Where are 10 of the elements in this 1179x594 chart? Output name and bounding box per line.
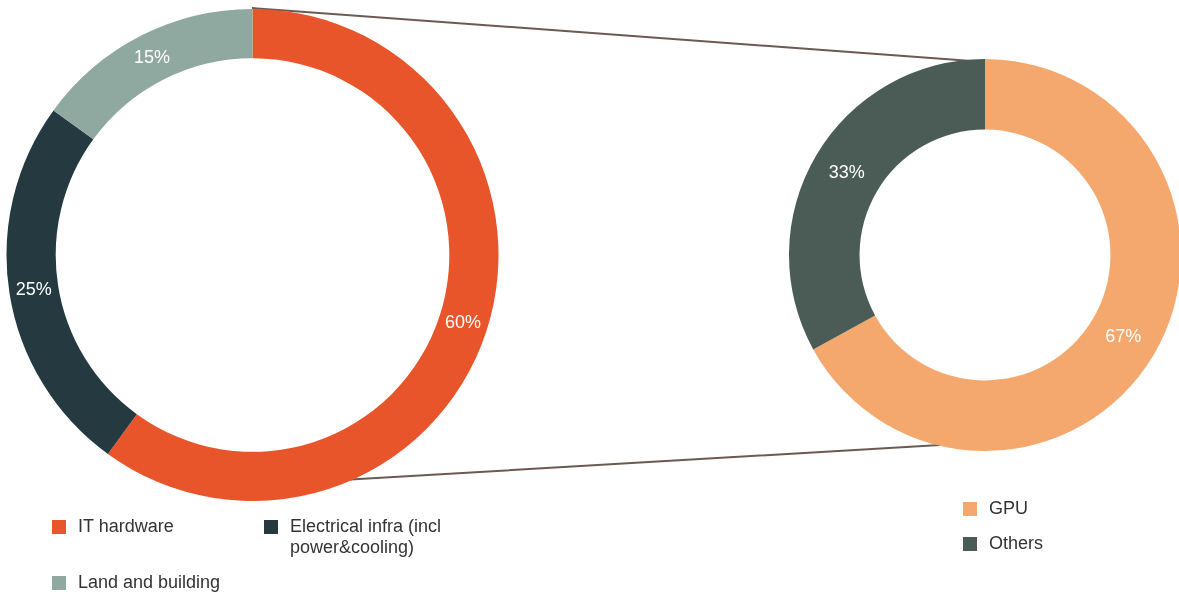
legend-label: Electrical infra (incl power&cooling)	[290, 516, 443, 558]
legend-label: IT hardware	[78, 516, 174, 537]
data-label: 60%	[445, 312, 482, 333]
legend-label: GPU	[989, 498, 1029, 519]
data-label: 25%	[15, 278, 52, 299]
data-label: 15%	[133, 46, 170, 67]
data-label: 67%	[1105, 325, 1142, 346]
data-label: 33%	[828, 162, 865, 183]
legend-label: Others	[989, 533, 1044, 554]
legend-label: Land and building	[78, 572, 221, 593]
